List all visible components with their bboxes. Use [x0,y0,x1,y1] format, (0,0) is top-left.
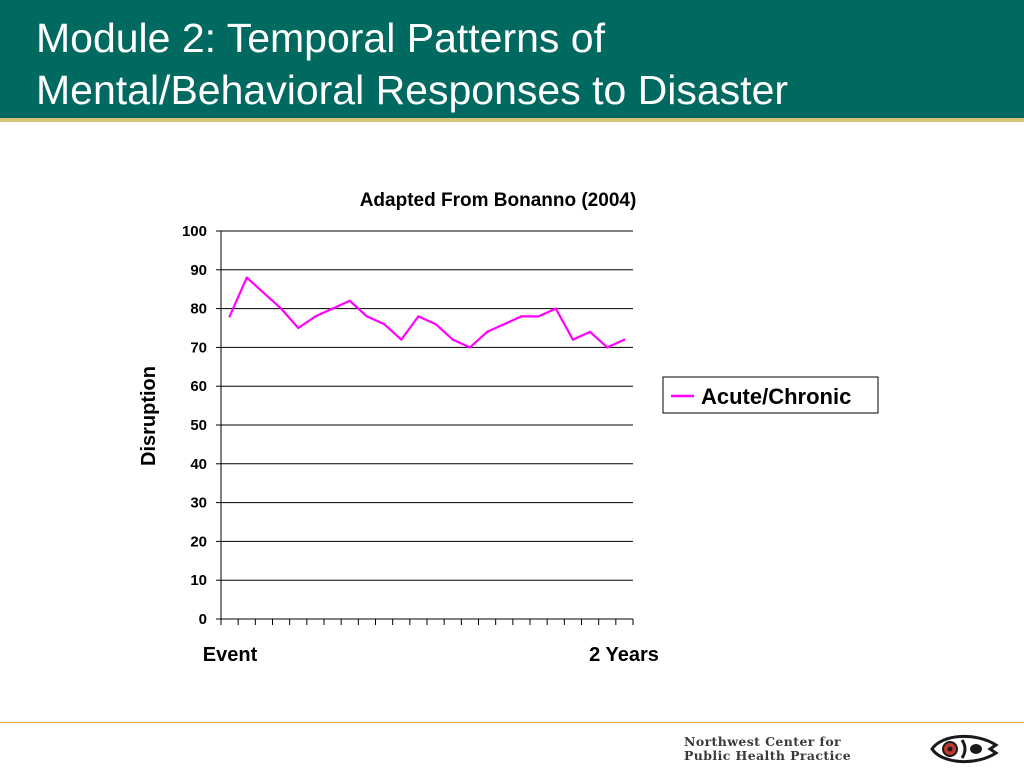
data-point [468,346,472,349]
y-tick-label: 0 [199,611,207,628]
y-tick-label: 20 [190,533,207,550]
footer-rule [0,722,1024,723]
data-point [606,346,609,349]
data-point [503,323,506,326]
x-start-label: Event [203,644,258,666]
y-tick-labels: 0 10 20 30 40 50 60 70 80 90 100 [182,223,207,628]
y-tick-label: 40 [190,456,207,473]
data-point [348,299,351,302]
data-point [314,315,317,318]
title-band: Module 2: Temporal Patterns of Mental/Be… [0,0,1024,118]
chart-axes [216,230,634,625]
slide-title-line1: Module 2: Temporal Patterns of [36,15,605,61]
y-tick-label: 50 [190,417,207,434]
title-rule [0,118,1024,122]
data-point [365,315,369,318]
data-point [331,307,334,310]
data-point [554,307,557,310]
legend-box [662,376,879,414]
y-tick-label: 70 [190,339,207,356]
data-point [520,315,523,318]
chart-title: Adapted From Bonanno (2004) [360,190,637,211]
data-point [451,338,454,341]
data-point [262,291,266,295]
y-tick-label: 10 [190,572,207,589]
data-point [485,330,489,333]
x-end-label: 2 Years [589,644,659,666]
y-axis-label: Disruption [138,366,160,466]
data-point [382,323,386,326]
data-point [434,323,437,326]
slide-title: Module 2: Temporal Patterns of Mental/Be… [36,12,996,116]
data-point [279,307,283,310]
slide-title-line2: Mental/Behavioral Responses to Disaster [36,67,789,113]
y-tick-label: 60 [190,378,207,395]
y-tick-label: 80 [190,301,207,318]
org-name-line1: Northwest Center for [684,734,842,749]
data-point [571,338,575,341]
data-point [400,338,403,341]
series-group [228,276,626,349]
data-point [537,315,540,318]
data-point [297,326,300,330]
series-line-acute-chronic [228,276,625,349]
salmon-logo-icon [930,734,999,764]
y-tick-label: 100 [182,223,207,240]
org-name: Northwest Center for Public Health Pract… [684,735,924,763]
data-point [588,330,592,333]
org-name-line2: Public Health Practice [684,748,852,763]
gridlines [221,230,633,581]
legend-label: Acute/Chronic [701,384,851,409]
data-point [228,315,231,318]
data-point [417,315,420,318]
line-chart: 0 10 20 30 40 50 60 70 80 90 100 Adapted From Bona… [138,190,879,666]
y-tick-label: 90 [190,262,207,279]
data-point [245,276,248,279]
data-point [623,338,626,341]
y-tick-label: 30 [190,495,207,512]
legend: Acute/Chronic [662,376,879,414]
